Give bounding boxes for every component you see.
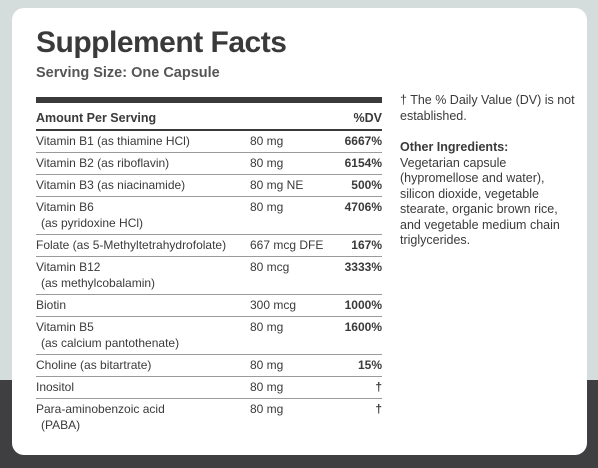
nutrient-dv: 6154% (344, 156, 382, 170)
nutrient-name: Vitamin B2 (as riboflavin) (36, 156, 170, 170)
nutrient-dv: 1000% (344, 298, 382, 312)
serving-size: Serving Size: One Capsule (36, 65, 220, 81)
nutrient-source: (PABA) (41, 418, 81, 432)
nutrient-amount: 80 mg (250, 358, 284, 372)
nutrient-name: Vitamin B12 (36, 260, 101, 274)
nutrient-amount: 80 mg (250, 380, 284, 394)
table-row: Para-aminobenzoic acid (PABA) 80 mg † (36, 399, 382, 437)
table-row: Vitamin B12 (as methylcobalamin) 80 mcg … (36, 257, 382, 295)
nutrient-amount: 300 mcg (250, 298, 297, 312)
nutrient-dv: 6667% (344, 134, 382, 148)
nutrient-dv: 1600% (344, 320, 382, 334)
nutrient-amount: 667 mcg DFE (250, 238, 324, 252)
table-row: Vitamin B1 (as thiamine HCl) 80 mg 6667% (36, 131, 382, 153)
header-dv: %DV (353, 111, 382, 125)
table-row: Folate (as 5-Methyltetrahydrofolate) 667… (36, 235, 382, 257)
table-header: Amount Per Serving %DV (36, 103, 382, 131)
table-row: Biotin 300 mcg 1000% (36, 295, 382, 317)
table-row: Vitamin B3 (as niacinamide) 80 mg NE 500… (36, 175, 382, 197)
nutrient-dv: † (375, 380, 382, 394)
nutrient-amount: 80 mg (250, 134, 284, 148)
nutrient-amount: 80 mg (250, 320, 284, 334)
nutrient-name: Vitamin B1 (as thiamine HCl) (36, 134, 190, 148)
nutrient-dv: 500% (351, 178, 382, 192)
nutrient-name: Vitamin B3 (as niacinamide) (36, 178, 186, 192)
nutrient-amount: 80 mg (250, 402, 284, 416)
facts-table: Amount Per Serving %DV Vitamin B1 (as th… (36, 97, 382, 437)
table-row: Vitamin B2 (as riboflavin) 80 mg 6154% (36, 153, 382, 175)
other-ingredients-text: Vegetarian capsule (hypromellose and wat… (400, 155, 560, 248)
nutrient-name: Vitamin B5 (36, 320, 94, 334)
nutrient-dv: 3333% (344, 260, 382, 274)
nutrient-amount: 80 mcg (250, 260, 290, 274)
nutrient-source: (as pyridoxine HCl) (41, 216, 144, 230)
nutrient-dv: 4706% (344, 200, 382, 214)
supplement-facts-card: Supplement Facts Serving Size: One Capsu… (12, 8, 587, 455)
side-notes: † The % Daily Value (DV) is not establis… (400, 93, 580, 249)
other-ingredients-label: Other Ingredients: (400, 140, 509, 154)
nutrient-name: Folate (as 5-Methyltetrahydrofolate) (36, 238, 227, 252)
nutrient-name: Vitamin B6 (36, 200, 94, 214)
nutrient-dv: 167% (351, 238, 382, 252)
nutrient-source: (as methylcobalamin) (41, 276, 156, 290)
page-title: Supplement Facts (36, 26, 287, 59)
table-row: Vitamin B5 (as calcium pantothenate) 80 … (36, 317, 382, 355)
nutrient-amount: 80 mg (250, 200, 284, 214)
nutrient-dv: 15% (357, 358, 382, 372)
nutrient-amount: 80 mg (250, 156, 284, 170)
nutrient-amount: 80 mg NE (250, 178, 304, 192)
header-amount-per-serving: Amount Per Serving (36, 111, 157, 125)
table-row: Vitamin B6 (as pyridoxine HCl) 80 mg 470… (36, 197, 382, 235)
nutrient-name: Inositol (36, 380, 75, 394)
nutrient-name: Para-aminobenzoic acid (36, 402, 165, 416)
table-row: Choline (as bitartrate) 80 mg 15% (36, 355, 382, 377)
nutrient-source: (as calcium pantothenate) (41, 336, 180, 350)
nutrient-dv: † (375, 402, 382, 416)
dv-footnote: † The % Daily Value (DV) is not establis… (400, 93, 575, 123)
table-row: Inositol 80 mg † (36, 377, 382, 399)
nutrient-name: Choline (as bitartrate) (36, 358, 152, 372)
nutrient-name: Biotin (36, 298, 67, 312)
